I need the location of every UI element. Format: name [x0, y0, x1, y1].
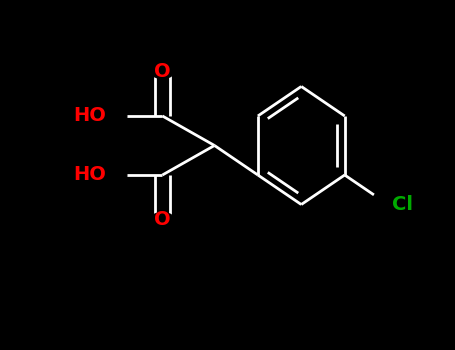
Text: O: O	[154, 210, 171, 229]
Text: HO: HO	[73, 106, 106, 125]
Circle shape	[94, 99, 127, 132]
Circle shape	[372, 188, 404, 221]
Circle shape	[146, 212, 179, 245]
Circle shape	[94, 159, 127, 191]
Circle shape	[146, 46, 179, 79]
Text: O: O	[154, 62, 171, 81]
Text: Cl: Cl	[392, 195, 414, 214]
Text: HO: HO	[73, 166, 106, 184]
